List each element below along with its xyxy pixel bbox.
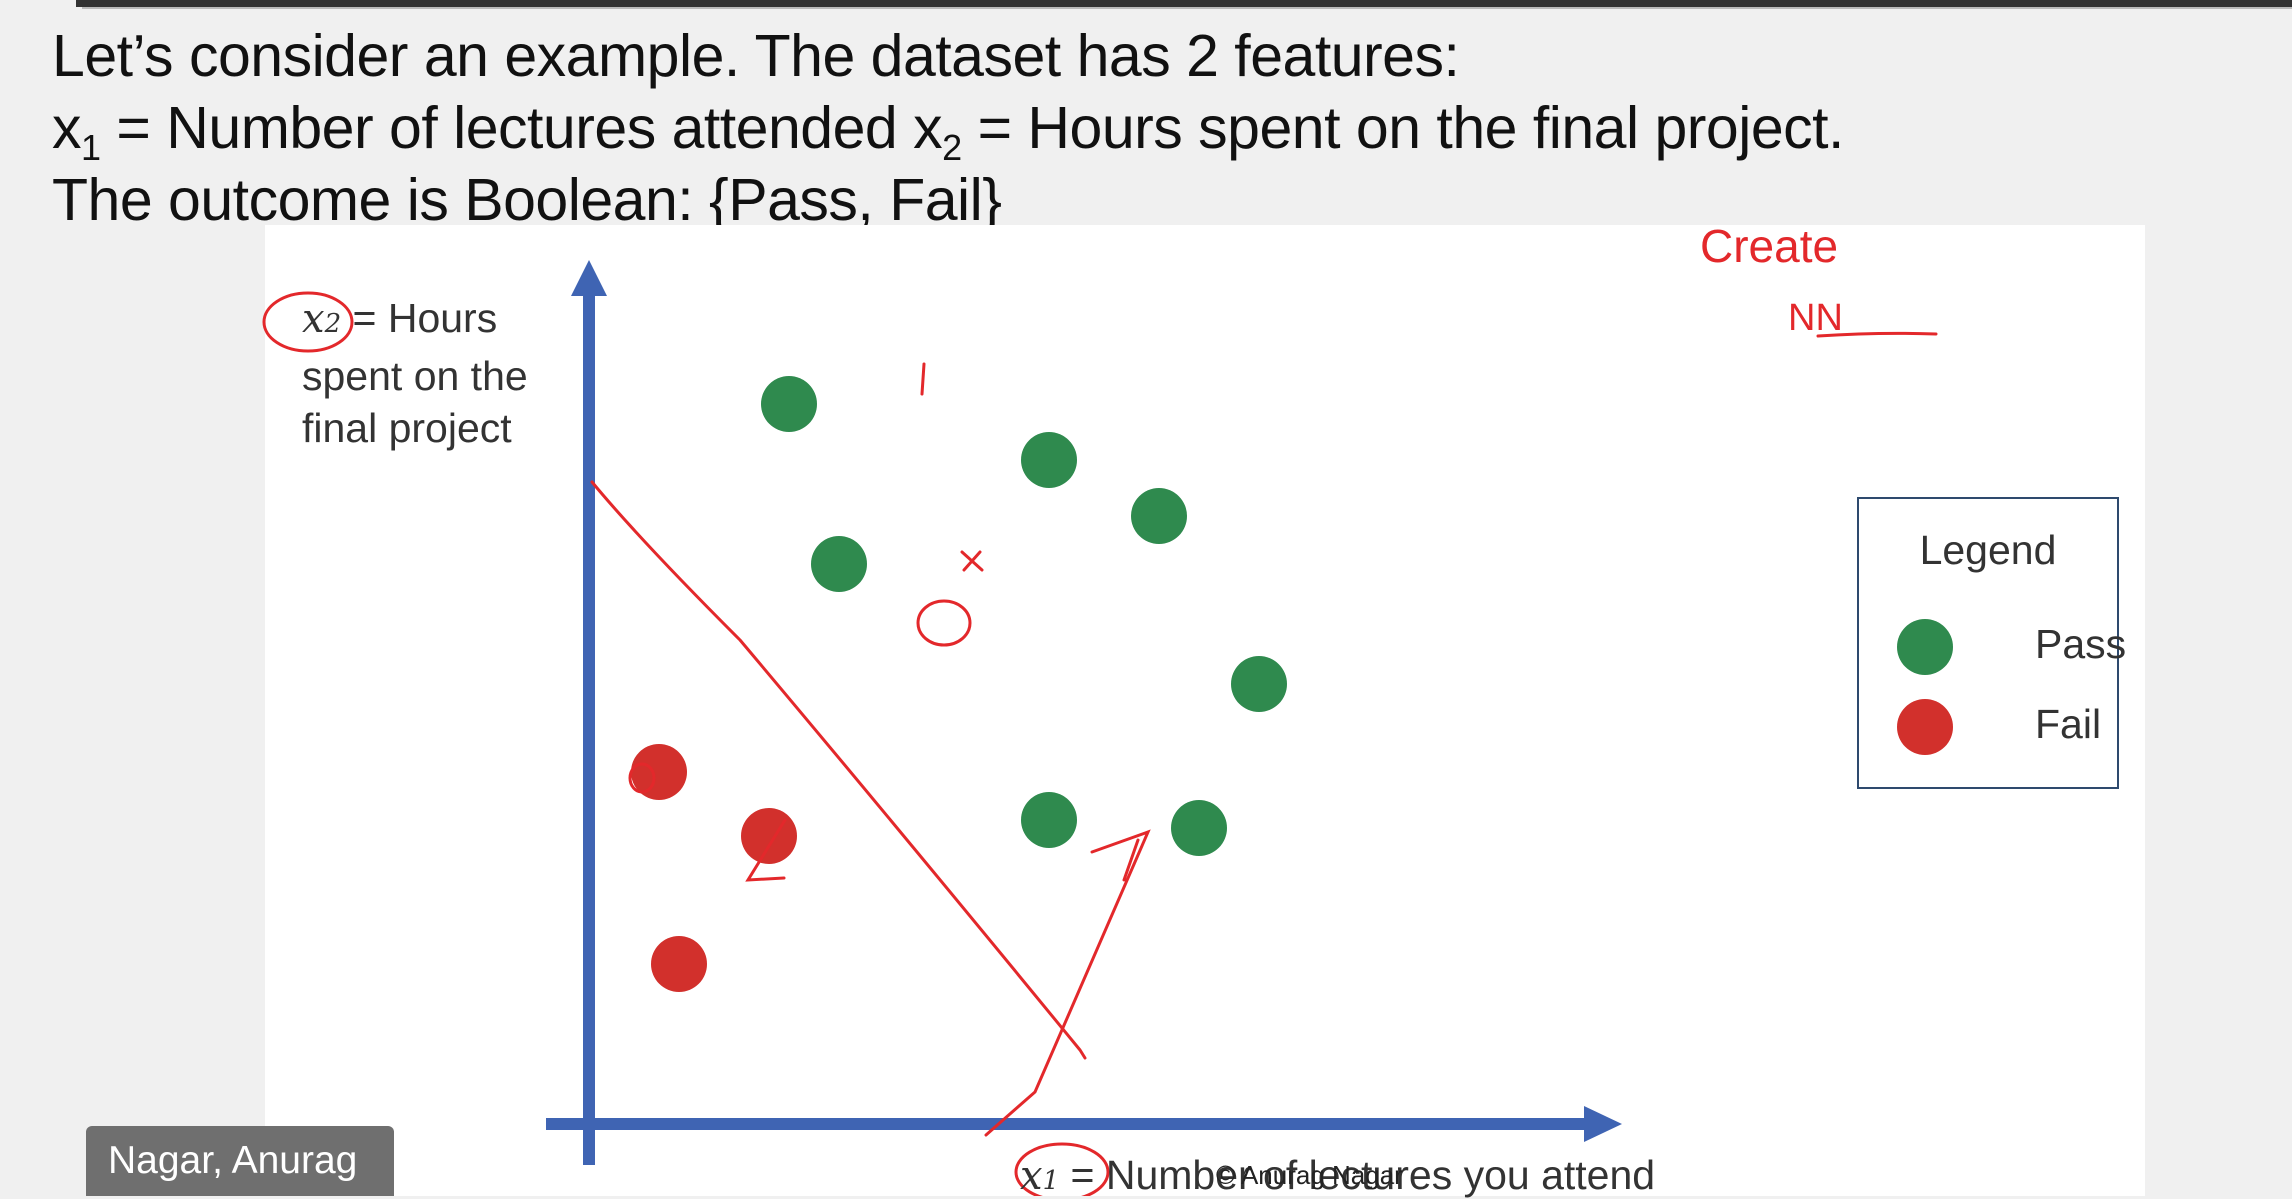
line2-end: = Hours spent on the final project. (961, 95, 1845, 161)
y-text-1: = Hours (341, 295, 498, 341)
x-sub: 1 (1042, 1166, 1060, 1196)
chart-panel (265, 225, 2145, 1196)
x1-sub: 1 (81, 127, 101, 168)
pass-point-5 (1231, 656, 1287, 712)
pass-point-2 (1021, 432, 1077, 488)
y-sub: 2 (324, 309, 342, 339)
x-axis-arrow (1584, 1106, 1622, 1142)
ink-l-mark (745, 818, 787, 882)
legend-item-pass: Pass (1897, 615, 2126, 675)
slide-text-line-2: x1 = Number of lectures attended x2 = Ho… (52, 92, 1844, 184)
ink-x-mark (960, 550, 984, 572)
legend-fail-marker (1897, 699, 1953, 755)
pass-point-3 (1131, 488, 1187, 544)
ink-circle-x2 (262, 291, 354, 353)
top-border-inner (82, 7, 2292, 9)
x-axis (546, 1118, 1586, 1130)
ink-annotations (262, 291, 1938, 1196)
pass-point-6 (1021, 792, 1077, 848)
top-border (76, 0, 2292, 7)
pass-point-7 (1171, 800, 1227, 856)
ink-underline-nn (1816, 331, 1938, 338)
participant-name-tag: Nagar, Anurag (86, 1126, 394, 1196)
pass-point-1 (761, 376, 817, 432)
y-text-2: spent on the (302, 353, 528, 399)
ink-circle-point (916, 599, 972, 647)
ink-nn-text: NN (1788, 297, 1843, 339)
x-axis-label: x1 = Number of lectures you attend (1020, 1152, 1655, 1199)
slide-text-line-1-text: Let’s consider an example. The dataset h… (52, 23, 1460, 89)
ink-circle-x1 (1014, 1142, 1110, 1196)
pass-point-4 (811, 536, 867, 592)
x1-var: x (52, 95, 82, 161)
line2-mid: = Number of lectures attended x (100, 95, 943, 161)
slide-text-line-3-text: The outcome is Boolean: {Pass, Fail} (52, 167, 1002, 233)
legend-pass-label: Pass (2035, 621, 2127, 667)
y-text-3: final project (302, 405, 512, 451)
ink-decision-line (590, 480, 1087, 1060)
legend-fail-label: Fail (2035, 701, 2102, 747)
y-axis-label: x2 = Hours spent on the final project (302, 292, 562, 454)
x2-sub: 2 (942, 127, 962, 168)
fail-point-1 (631, 744, 687, 800)
ink-zero-mark (628, 762, 656, 794)
legend-item-fail: Fail (1897, 695, 2107, 755)
watermark: © Anurag Nagar (1216, 1160, 1403, 1190)
y-axis (583, 290, 595, 1165)
x-var: x (1020, 1153, 1043, 1199)
ink-one-mark (920, 362, 926, 396)
y-axis-arrow (571, 260, 607, 296)
ink-arrow (984, 829, 1151, 1137)
legend-pass-marker (1897, 619, 1953, 675)
fail-point-2 (741, 808, 797, 864)
legend-title: Legend (1919, 527, 2057, 573)
slide-text-line-3: The outcome is Boolean: {Pass, Fail} (52, 164, 1002, 236)
y-var: x (302, 296, 325, 342)
slide-text-line-1: Let’s consider an example. The dataset h… (52, 20, 1460, 92)
legend-box: Legend Pass Fail (1857, 497, 2126, 789)
fail-point-3 (651, 936, 707, 992)
data-points (631, 376, 1287, 992)
x-text: = Number of lectures you attend (1059, 1152, 1656, 1198)
ink-create-text: Create (1700, 220, 1838, 272)
